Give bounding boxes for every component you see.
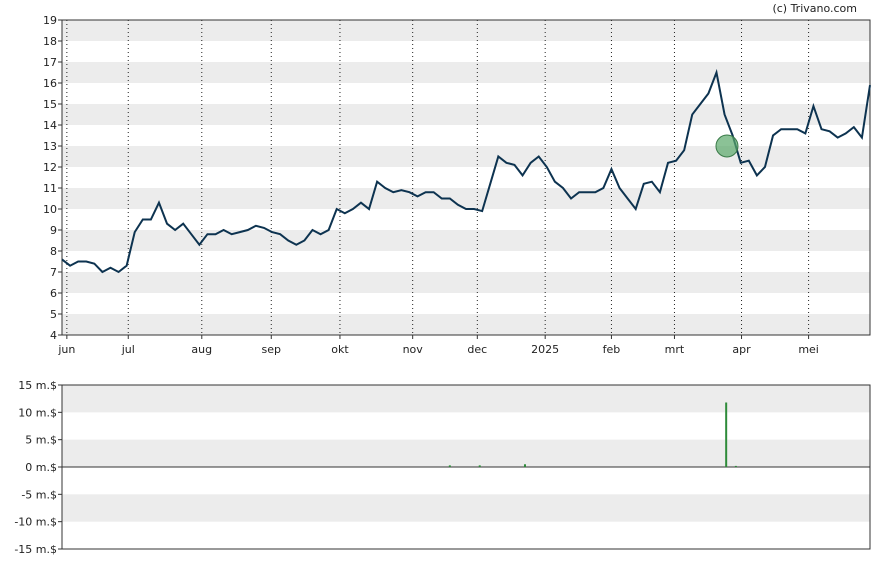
x-tick-label: okt bbox=[331, 343, 349, 356]
bar bbox=[734, 465, 737, 467]
y-tick-label: 18 bbox=[43, 35, 57, 48]
x-tick-label: mei bbox=[798, 343, 819, 356]
y-tick-label: 16 bbox=[43, 77, 57, 90]
y-tick-label: -5 m.$ bbox=[21, 488, 57, 501]
x-tick-label: aug bbox=[191, 343, 212, 356]
y-tick-label: 11 bbox=[43, 182, 57, 195]
band bbox=[62, 272, 870, 293]
bar bbox=[725, 402, 728, 467]
band bbox=[62, 146, 870, 167]
band bbox=[62, 439, 870, 467]
plot-frame bbox=[61, 19, 871, 336]
y-tick-label: 10 m.$ bbox=[18, 406, 57, 419]
event-marker bbox=[715, 134, 739, 158]
x-tick-label: jul bbox=[121, 343, 135, 356]
band bbox=[62, 20, 870, 41]
x-tick-label: mrt bbox=[665, 343, 685, 356]
y-tick-label: 17 bbox=[43, 56, 57, 69]
y-tick-label: 0 m.$ bbox=[25, 461, 57, 474]
y-tick-label: 7 bbox=[50, 266, 57, 279]
y-tick-label: 10 bbox=[43, 203, 57, 216]
y-tick-label: -15 m.$ bbox=[14, 543, 57, 556]
y-tick-label: 12 bbox=[43, 161, 57, 174]
y-tick-label: 5 m.$ bbox=[25, 434, 57, 447]
y-tick-label: 6 bbox=[50, 287, 57, 300]
band bbox=[62, 494, 870, 522]
y-tick-label: 8 bbox=[50, 245, 57, 258]
band bbox=[62, 230, 870, 251]
y-tick-label: 14 bbox=[43, 119, 57, 132]
bar bbox=[478, 465, 481, 467]
band bbox=[62, 314, 870, 335]
band bbox=[62, 62, 870, 83]
y-tick-label: 5 bbox=[50, 308, 57, 321]
y-tick-label: 4 bbox=[50, 329, 57, 342]
copyright: (c) Trivano.com bbox=[772, 2, 857, 15]
x-tick-label: feb bbox=[603, 343, 621, 356]
x-tick-label: jun bbox=[57, 343, 75, 356]
bar bbox=[448, 465, 451, 467]
band bbox=[62, 104, 870, 125]
band bbox=[62, 385, 870, 413]
y-tick-label: 13 bbox=[43, 140, 57, 153]
x-tick-label: apr bbox=[732, 343, 751, 356]
x-tick-label: dec bbox=[467, 343, 487, 356]
x-tick-label: nov bbox=[403, 343, 424, 356]
y-tick-label: 15 m.$ bbox=[18, 379, 57, 392]
x-tick-label: sep bbox=[262, 343, 281, 356]
y-tick-label: 15 bbox=[43, 98, 57, 111]
x-tick-label: 2025 bbox=[531, 343, 559, 356]
bar bbox=[523, 464, 526, 467]
band bbox=[62, 188, 870, 209]
y-tick-label: -10 m.$ bbox=[14, 516, 57, 529]
y-tick-label: 19 bbox=[43, 14, 57, 27]
y-tick-label: 9 bbox=[50, 224, 57, 237]
